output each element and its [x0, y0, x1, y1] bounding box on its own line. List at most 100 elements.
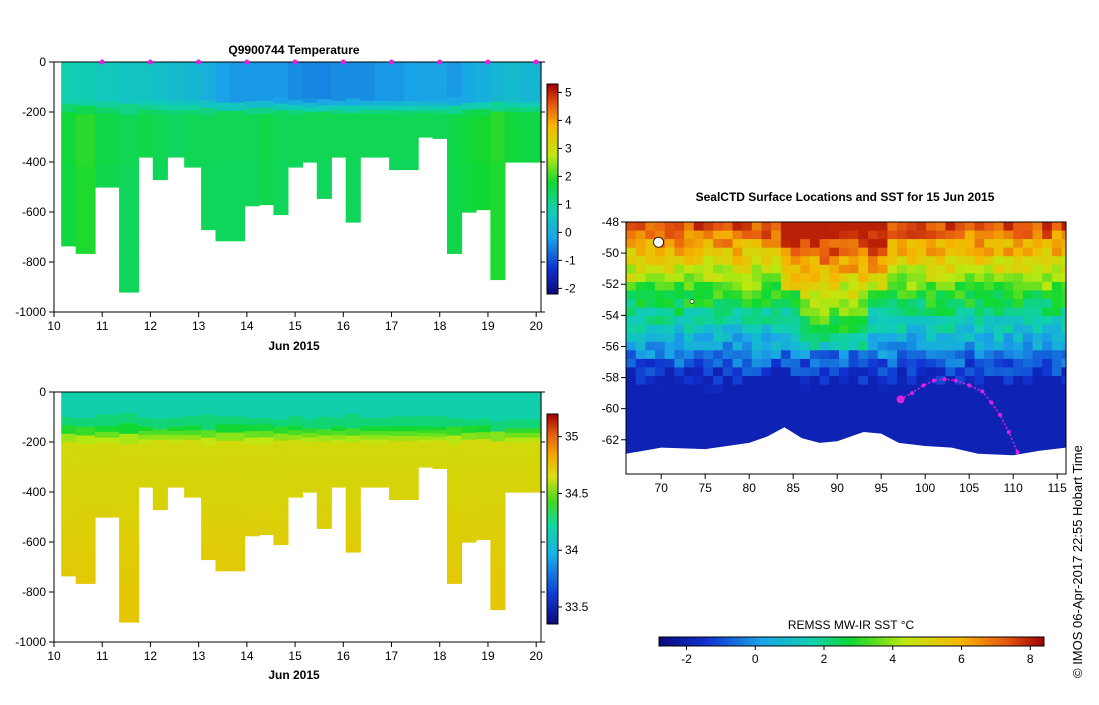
- data-cell: [403, 431, 419, 437]
- data-cell: [119, 433, 139, 445]
- sst-cell: [761, 256, 772, 266]
- data-cell: [258, 133, 274, 141]
- data-cell: [302, 148, 318, 154]
- data-cell: [61, 195, 77, 205]
- data-cell: [244, 140, 260, 148]
- data-cell: [287, 138, 303, 144]
- sst-cell: [800, 367, 811, 377]
- sst-cell: [926, 299, 937, 309]
- data-cell: [258, 68, 274, 76]
- sst-cell: [626, 264, 637, 274]
- sst-cell: [800, 401, 811, 411]
- data-cell: [403, 66, 419, 73]
- sst-cell: [674, 290, 685, 300]
- sst-cell: [887, 264, 898, 274]
- data-cell: [138, 405, 154, 410]
- data-cell: [138, 474, 154, 479]
- sst-cell: [771, 393, 782, 403]
- data-cell: [287, 406, 303, 412]
- sst-cell: [1013, 247, 1024, 257]
- data-cell: [258, 430, 274, 438]
- data-cell: [519, 89, 542, 95]
- sst-cell: [1013, 376, 1024, 386]
- sst-cell: [809, 350, 821, 360]
- data-cell: [490, 141, 506, 152]
- sst-cell: [626, 247, 637, 257]
- data-cell: [258, 508, 274, 516]
- sst-cell: [1042, 418, 1053, 428]
- colorbar-tick-label: -1: [565, 253, 576, 267]
- data-cell: [418, 443, 434, 448]
- sst-cell: [703, 427, 714, 437]
- data-cell: [475, 155, 491, 164]
- sst-cell: [1051, 307, 1063, 317]
- sst-cell: [993, 222, 1005, 232]
- data-cell: [75, 392, 96, 402]
- data-cell: [258, 495, 274, 503]
- sst-cell: [809, 281, 821, 291]
- sst-cell: [974, 307, 985, 317]
- data-cell: [230, 135, 246, 144]
- sst-cell: [964, 427, 976, 437]
- data-cell: [201, 422, 217, 431]
- data-cell: [360, 417, 376, 423]
- sst-cell: [742, 393, 753, 403]
- data-cell: [302, 396, 318, 402]
- sst-cell: [645, 444, 656, 454]
- data-cell: [432, 461, 448, 466]
- sst-cell: [790, 299, 801, 309]
- data-cell: [302, 71, 318, 77]
- data-cell: [432, 117, 448, 122]
- colorbar-tick-label: 4: [565, 113, 572, 127]
- data-cell: [490, 411, 506, 423]
- sst-cell: [703, 324, 714, 334]
- data-cell: [490, 259, 506, 271]
- data-cell: [152, 67, 168, 74]
- data-cell: [316, 453, 332, 461]
- data-cell: [215, 159, 231, 169]
- sst-cell: [984, 435, 995, 445]
- sst-cell: [790, 410, 801, 420]
- data-cell: [119, 601, 139, 613]
- data-cell: [360, 92, 376, 98]
- data-cell: [519, 478, 542, 484]
- sst-cell: [713, 358, 724, 368]
- profile-columns: [61, 392, 542, 623]
- heard-island: [689, 299, 695, 304]
- data-cell: [418, 123, 434, 128]
- x-tick-label: 17: [385, 649, 399, 663]
- data-cell: [490, 91, 506, 103]
- sst-cell: [1022, 393, 1034, 403]
- sst-cell: [964, 350, 976, 360]
- data-cell: [389, 91, 405, 97]
- data-cell: [95, 113, 120, 120]
- data-cell: [258, 75, 274, 83]
- sst-cell: [955, 307, 966, 317]
- y-tick-label: 0: [39, 55, 46, 69]
- sst-cell: [684, 367, 695, 377]
- sst-cell: [916, 435, 927, 445]
- sst-colorbar-tick-label: -2: [681, 652, 692, 666]
- sst-cell: [887, 427, 898, 437]
- data-cell: [95, 477, 120, 484]
- profile-marker: [389, 59, 395, 65]
- sst-cell: [693, 273, 705, 283]
- sst-cell: [742, 358, 753, 368]
- data-cell: [184, 435, 202, 441]
- data-cell: [432, 86, 448, 91]
- data-cell: [302, 116, 318, 122]
- data-cell: [316, 522, 332, 529]
- data-cell: [287, 105, 303, 111]
- x-tick-label: 12: [144, 649, 158, 663]
- data-cell: [167, 435, 185, 441]
- data-cell: [519, 432, 542, 438]
- x-tick-label: 14: [240, 649, 254, 663]
- sst-cell: [809, 367, 821, 377]
- data-cell: [447, 96, 463, 107]
- sst-cell: [935, 367, 947, 377]
- data-cell: [215, 522, 231, 531]
- sst-cell: [1013, 281, 1024, 291]
- sst-cell: [655, 410, 666, 420]
- data-cell: [152, 397, 168, 404]
- data-cell: [374, 139, 390, 145]
